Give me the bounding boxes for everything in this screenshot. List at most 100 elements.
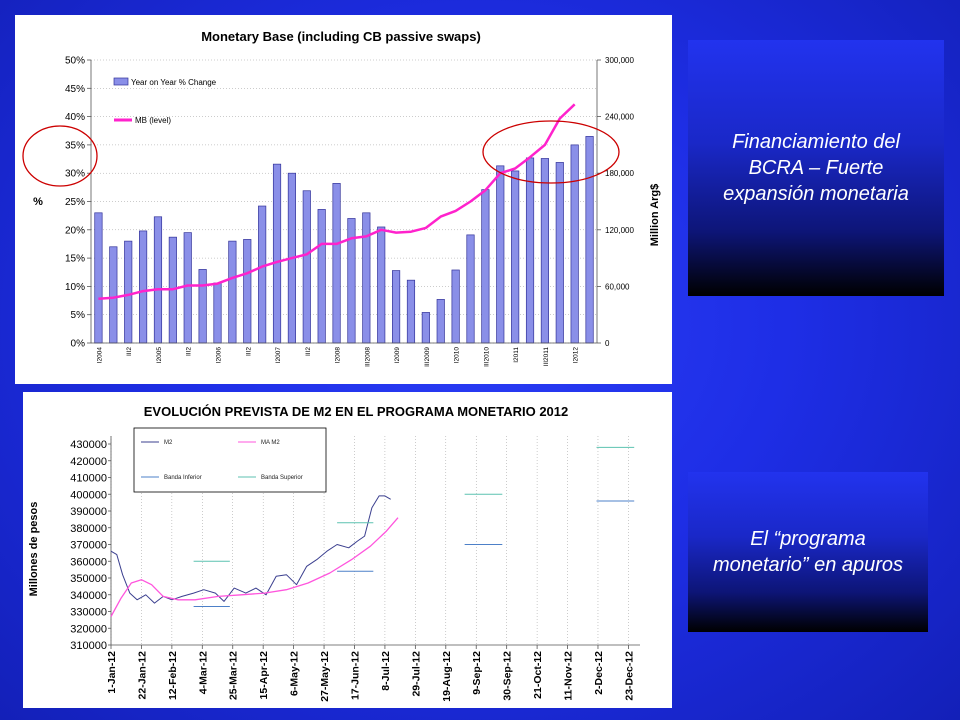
y2-tick-label: 120,000 [605, 226, 634, 235]
x-tick-label: I2009 [394, 347, 401, 364]
x-tick-label: 17-Jun-12 [349, 651, 361, 700]
x-tick-label: III2 [186, 347, 193, 356]
bar [481, 189, 490, 344]
chart1-ylabel: % [33, 196, 43, 208]
x-tick-label: 9-Sep-12 [471, 651, 483, 695]
y-tick-label: 30% [65, 169, 85, 180]
x-tick-label: I2007 [275, 347, 282, 364]
y-tick-label: 390000 [70, 506, 107, 518]
chart1-legend: Year on Year % Change MB (level) [113, 77, 217, 125]
callout-programa-monetario-text: El “programa monetario” en apuros [712, 528, 904, 576]
x-tick-label: 27-May-12 [319, 651, 331, 702]
x-tick-label: 21-Oct-12 [532, 651, 544, 699]
bar [198, 269, 207, 344]
m2-program-chart: EVOLUCIÓN PREVISTA DE M2 EN EL PROGRAMA … [28, 404, 640, 702]
y-tick-label: 330000 [70, 607, 107, 619]
monetary-base-chart: Monetary Base (including CB passive swap… [22, 29, 661, 367]
y2-tick-label: 180,000 [605, 169, 634, 178]
legend-ma-m2-label: MA M2 [261, 440, 280, 446]
m2-line [110, 495, 391, 604]
y-tick-label: 50% [65, 56, 85, 67]
chart2-legend: M2 MA M2 Banda Inferior Banda Superior [133, 427, 327, 493]
x-tick-label: I2006 [216, 347, 223, 364]
x-tick-label: III2009 [424, 347, 431, 367]
chart1-y2label: Million Arg$ [649, 184, 661, 247]
y2-tick-label: 60,000 [605, 282, 630, 291]
legend-m2-label: M2 [164, 440, 173, 446]
x-tick-label: 15-Apr-12 [258, 651, 270, 700]
bar [540, 158, 549, 344]
bar [421, 312, 430, 344]
bar [406, 279, 416, 344]
bar [317, 209, 326, 344]
bar [525, 157, 535, 344]
y-tick-label: 15% [65, 254, 85, 265]
bar [570, 144, 579, 344]
bar [124, 240, 133, 344]
y2-tick-label: 240,000 [605, 113, 634, 122]
legend-bar-label: Year on Year % Change [131, 78, 217, 87]
x-tick-label: I2012 [573, 347, 580, 364]
x-tick-label: III2 [305, 347, 312, 356]
highlight-circle-left [22, 125, 98, 187]
bar [362, 212, 371, 344]
x-tick-label: III2 [245, 347, 252, 356]
x-tick-label: I2008 [335, 347, 342, 364]
bar [302, 190, 311, 344]
x-tick-label: 23-Dec-12 [623, 651, 635, 701]
x-tick-label: III2010 [483, 347, 490, 367]
bar [555, 162, 564, 344]
x-tick-label: I2011 [513, 347, 520, 363]
callout-programa-monetario: El “programa monetario” en apuros [688, 472, 928, 632]
callout-financiamiento: Financiamiento del BCRA – Fuerte expansi… [688, 40, 944, 296]
bar [153, 216, 163, 344]
bar [496, 165, 505, 344]
bar [183, 232, 192, 344]
bar [436, 299, 445, 344]
y-tick-label: 370000 [70, 540, 107, 552]
chart1-title: Monetary Base (including CB passive swap… [201, 29, 481, 44]
x-tick-label: III2011 [543, 347, 550, 367]
x-tick-label: I2010 [454, 347, 461, 364]
bar [332, 183, 341, 344]
legend-bar-swatch [113, 77, 129, 86]
legend-banda-superior-label: Banda Superior [261, 475, 303, 481]
bar [451, 269, 460, 344]
bar [272, 163, 282, 344]
bar [94, 212, 103, 344]
x-tick-label: 30-Sep-12 [502, 651, 514, 701]
bar [511, 170, 520, 344]
bar [392, 270, 401, 344]
x-tick-label: 25-Mar-12 [228, 651, 240, 700]
x-tick-label: 11-Nov-12 [563, 651, 575, 701]
y-tick-label: 10% [65, 282, 85, 293]
mb-level-line [98, 103, 576, 300]
x-tick-label: 12-Feb-12 [167, 651, 179, 700]
y-tick-label: 45% [65, 84, 85, 95]
callout-financiamiento-text: Financiamiento del BCRA – Fuerte expansi… [723, 131, 909, 205]
y-tick-label: 400000 [70, 489, 107, 501]
x-tick-label: III2 [126, 347, 133, 356]
x-tick-label: III2008 [364, 347, 371, 367]
bar [258, 205, 267, 344]
y-tick-label: 320000 [70, 623, 107, 635]
y-tick-label: 360000 [70, 556, 107, 568]
chart2-ylabel: Millones de pesos [28, 502, 40, 597]
y-tick-label: 340000 [70, 590, 107, 602]
x-tick-label: 4-Mar-12 [197, 651, 209, 694]
chart2-legend-box [133, 427, 327, 493]
y-tick-label: 410000 [70, 473, 107, 485]
x-tick-label: 2-Dec-12 [593, 651, 605, 695]
y-tick-label: 350000 [70, 573, 107, 585]
x-tick-label: 6-May-12 [289, 651, 301, 696]
y-tick-label: 420000 [70, 456, 107, 468]
bar [109, 246, 118, 344]
y2-tick-label: 300,000 [605, 56, 634, 65]
y2-tick-label: 0 [605, 339, 610, 348]
legend-line-label: MB (level) [135, 116, 171, 125]
y-tick-label: 25% [65, 197, 85, 208]
ma-m2-line [110, 517, 399, 617]
bar [139, 230, 148, 344]
x-tick-label: 22-Jan-12 [136, 651, 148, 700]
x-tick-label: I2005 [156, 347, 163, 364]
